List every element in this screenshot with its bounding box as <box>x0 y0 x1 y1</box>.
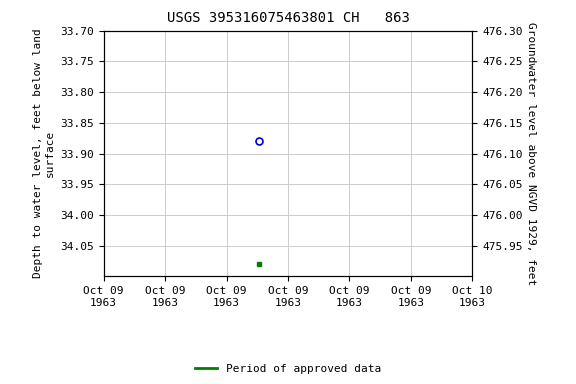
Title: USGS 395316075463801 CH   863: USGS 395316075463801 CH 863 <box>166 12 410 25</box>
Legend: Period of approved data: Period of approved data <box>191 359 385 379</box>
Y-axis label: Depth to water level, feet below land
surface: Depth to water level, feet below land su… <box>33 29 55 278</box>
Y-axis label: Groundwater level above NGVD 1929, feet: Groundwater level above NGVD 1929, feet <box>526 22 536 285</box>
